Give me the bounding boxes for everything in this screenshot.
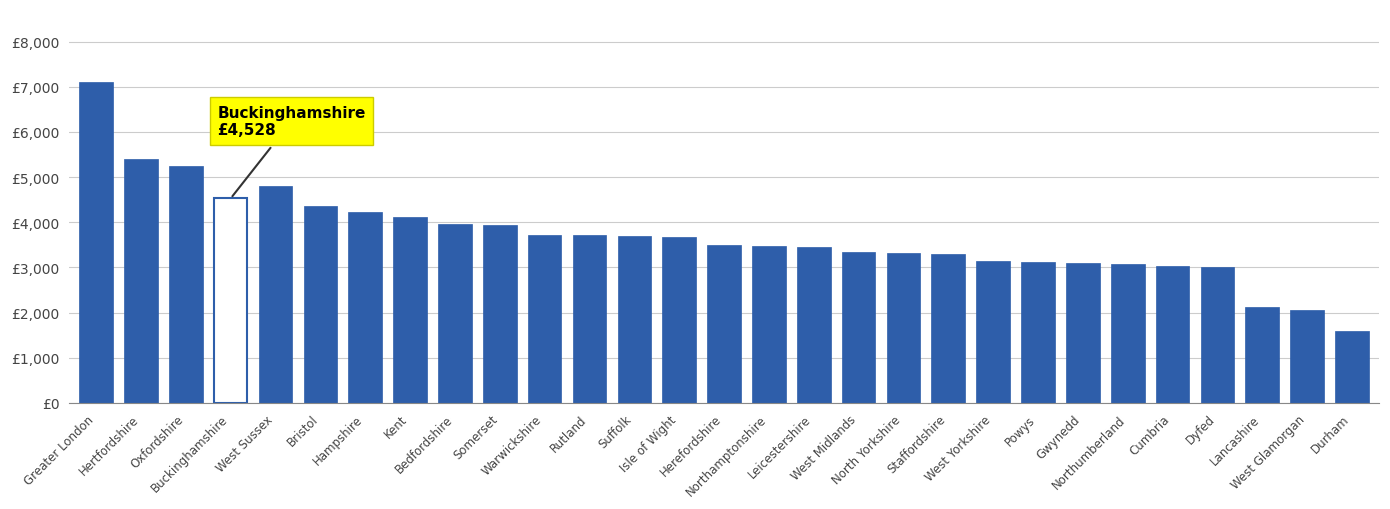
Bar: [124, 160, 158, 403]
Bar: [259, 187, 292, 403]
Bar: [708, 245, 741, 403]
Bar: [1066, 264, 1099, 403]
Bar: [1336, 331, 1369, 403]
Bar: [170, 166, 203, 403]
Bar: [1111, 265, 1144, 403]
Bar: [438, 224, 471, 403]
Bar: [752, 247, 785, 403]
Bar: [528, 236, 562, 403]
Bar: [393, 217, 427, 403]
Bar: [349, 212, 382, 403]
Bar: [303, 206, 338, 403]
Bar: [796, 247, 831, 403]
Bar: [663, 237, 696, 403]
Bar: [617, 236, 651, 403]
Bar: [931, 255, 965, 403]
Text: Buckinghamshire
£4,528: Buckinghamshire £4,528: [217, 106, 366, 197]
Bar: [1155, 267, 1190, 403]
Bar: [214, 199, 247, 403]
Bar: [573, 236, 606, 403]
Bar: [842, 252, 876, 403]
Bar: [1290, 310, 1323, 403]
Bar: [1022, 263, 1055, 403]
Bar: [887, 253, 920, 403]
Bar: [482, 225, 517, 403]
Bar: [1245, 307, 1279, 403]
Bar: [1201, 267, 1234, 403]
Bar: [79, 83, 113, 403]
Bar: [976, 261, 1011, 403]
